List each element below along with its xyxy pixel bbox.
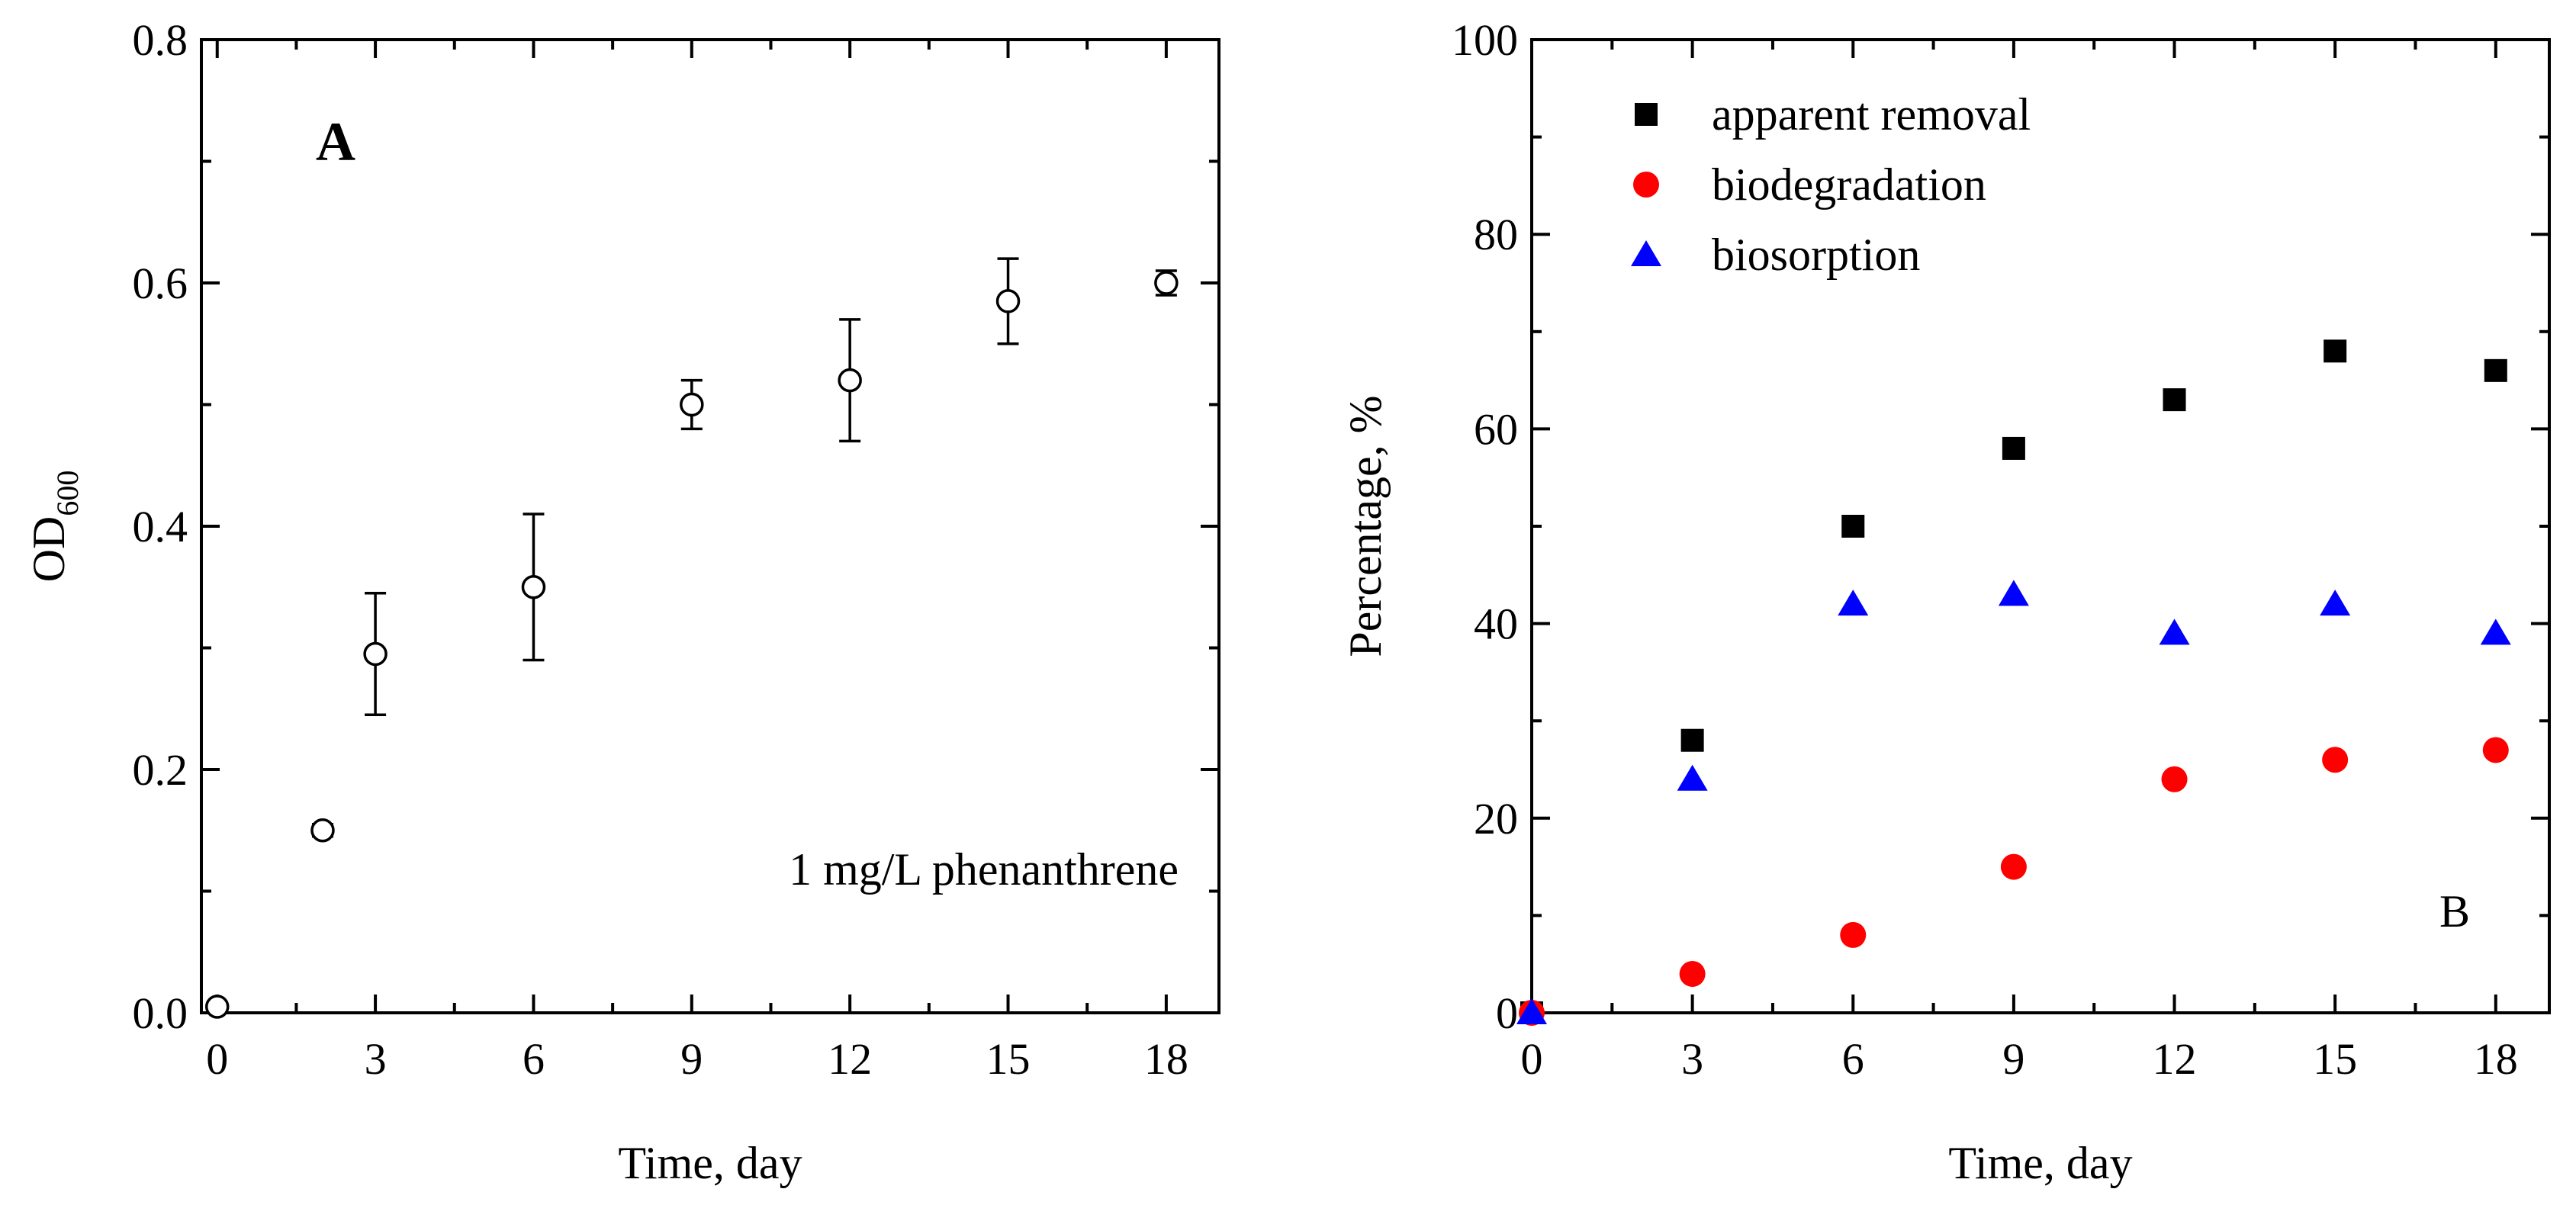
chart-b-point-biosorption [2159,619,2190,645]
chart-b-y-tick-labels: 0 20 40 60 80 100 [1452,15,1518,1038]
chart-b-point-apparent-removal [2324,339,2347,363]
chart-a-point [363,641,388,667]
chart-b-point-biodegradation [2000,853,2027,880]
chart-a-y-axis-title: OD600 [24,471,85,583]
chart-a-y-tick-label: 0.2 [133,745,188,795]
chart-b-x-tick-label: 18 [2474,1034,2518,1084]
chart-a-error-bars [206,257,1177,1011]
chart-b-x-tick-label: 3 [1681,1034,1703,1084]
chart-b-y-tick-label: 40 [1474,599,1518,649]
chart-b-point-biosorption [1838,590,1869,616]
chart-a-x-tick-label: 15 [986,1034,1031,1084]
chart-a-y-tick-label: 0.6 [133,259,188,308]
chart-b: 0 3 6 9 12 15 18 0 20 40 60 80 100 apparent removal… [1340,15,2551,1188]
chart-a-point [838,368,862,393]
chart-b-point-apparent-removal [2484,358,2507,382]
chart-a-point [521,575,546,599]
chart-b-legend-label-biodegradation: biodegradation [1712,159,1986,210]
chart-b-point-apparent-removal [2163,388,2186,412]
chart-a-x-axis-title: Time, day [618,1138,802,1188]
chart-b-x-tick-label: 6 [1842,1034,1864,1084]
chart-b-point-biodegradation [2161,766,2188,792]
chart-a-points [204,271,1179,1019]
chart-a-point [995,289,1021,313]
chart-b-panel-label: B [2439,886,2470,937]
chart-a-point [1154,271,1179,295]
chart-b-legend: apparent removal biodegradation biosorptio… [1631,89,2031,280]
chart-a-y-axis-title-main: OD [24,516,74,583]
chart-b-x-tick-label: 9 [2002,1034,2024,1084]
chart-b-point-biodegradation [1679,960,1706,987]
chart-a-y-tick-label: 0.0 [133,988,188,1038]
chart-a-x-tick-label: 12 [828,1034,872,1084]
chart-b-ticks [1530,38,2549,1014]
chart-b-legend-label-apparent-removal: apparent removal [1712,89,2031,140]
chart-a-y-axis-title-subscript: 600 [50,471,85,516]
chart-a-x-tick-label: 3 [365,1034,387,1084]
chart-b-point-apparent-removal [1841,515,1865,538]
chart-b-legend-marker-biodegradation [1633,172,1659,198]
chart-b-x-tick-label: 12 [2153,1034,2197,1084]
chart-b-point-biosorption [1516,998,1547,1024]
chart-a-x-tick-labels: 0 3 6 9 12 15 18 [206,1034,1188,1084]
chart-a-y-tick-label: 0.4 [133,502,188,551]
chart-b-point-biodegradation [2322,747,2349,773]
chart-b-y-tick-label: 100 [1452,15,1518,65]
chart-b-point-biodegradation [2482,737,2509,763]
chart-a-x-tick-label: 9 [680,1034,703,1084]
chart-a-annotation: 1 mg/L phenanthrene [789,844,1179,895]
chart-b-x-tick-labels: 0 3 6 9 12 15 18 [1521,1034,2518,1084]
chart-b-x-tick-label: 15 [2313,1034,2357,1084]
chart-b-y-tick-label: 60 [1474,404,1518,454]
chart-a-panel-label: A [316,111,355,172]
chart-b-point-biosorption [1677,764,1708,791]
chart-a-ticks [201,38,1219,1014]
chart-b-point-biosorption [2480,619,2511,645]
chart-a-point [204,995,230,1019]
chart-a-y-tick-labels: 0.0 0.2 0.4 0.6 0.8 [133,15,188,1038]
chart-b-legend-label-biosorption: biosorption [1712,230,1920,280]
chart-b-legend-marker-biosorption [1631,240,1661,266]
chart-b-point-apparent-removal [2002,436,2025,460]
chart-b-y-tick-label: 0 [1496,988,1518,1038]
chart-b-points [1516,339,2511,1026]
chart-b-x-tick-label: 0 [1521,1034,1543,1084]
chart-a-y-tick-label: 0.8 [133,15,188,65]
chart-a-x-tick-label: 0 [206,1034,228,1084]
chart-b-point-biodegradation [1840,921,1867,948]
chart-b-point-biosorption [1998,580,2029,606]
chart-a-point [680,392,704,417]
chart-b-y-tick-label: 80 [1474,210,1518,259]
chart-a: 0 3 6 9 12 15 18 0.0 0.2 0.4 0.6 0.8 A 1 mg/L phen… [24,15,1220,1188]
chart-b-legend-marker-apparent-removal [1635,103,1658,126]
chart-b-x-axis-title: Time, day [1948,1138,2132,1188]
chart-a-point [310,818,335,843]
chart-b-point-biosorption [2320,590,2351,616]
chart-b-y-axis-title: Percentage, % [1340,395,1391,657]
chart-a-x-tick-label: 18 [1144,1034,1188,1084]
chart-b-plot-frame [1530,38,2551,1014]
chart-b-y-tick-label: 20 [1474,794,1518,844]
chart-b-point-apparent-removal [1680,728,1704,752]
chart-a-x-tick-label: 6 [523,1034,545,1084]
